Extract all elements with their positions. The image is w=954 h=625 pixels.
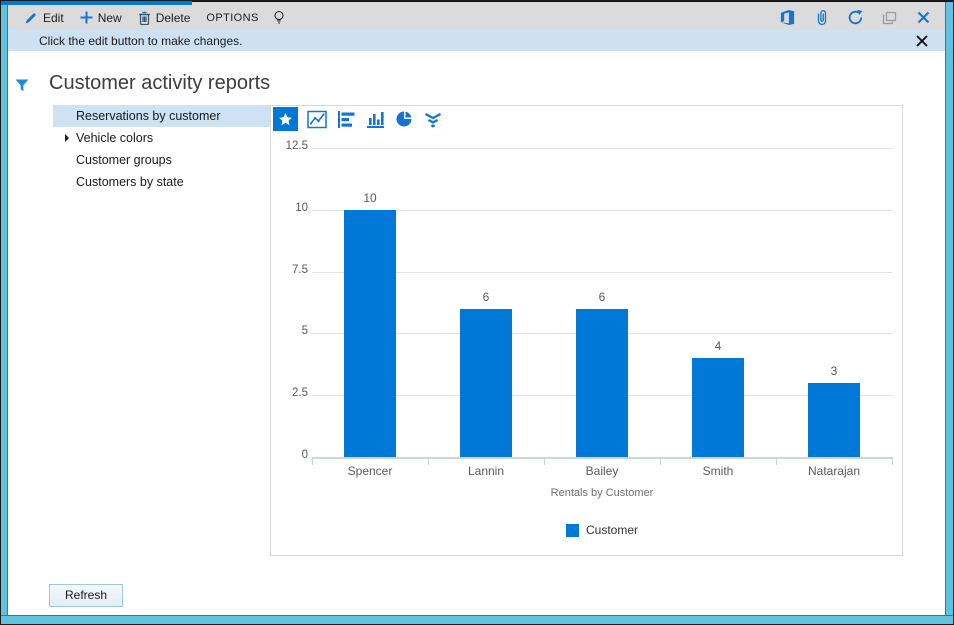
y-axis-tick-label: 12.5 [285,140,308,152]
donut-chart-icon [395,110,413,128]
chart-type-bar-horizontal-button[interactable] [336,107,356,131]
bar [808,382,860,457]
x-axis-title: Rentals by Customer [550,487,654,499]
category-label: Lannin [467,464,505,478]
line-chart-icon [307,110,327,129]
delete-button[interactable]: Delete [130,9,199,27]
report-list-item-label: Customers by state [76,175,184,189]
notification-bar: Click the edit button to make changes. [8,30,945,51]
category-label: Bailey [585,464,619,478]
chart-panel: 0 2.5 5 7.5 10 12.5 10 Spencer 6 Lannin 6 Bailey 4 Sm… [270,105,903,556]
report-list-item[interactable]: Vehicle colors [53,127,270,149]
legend-label: Customer [585,523,638,537]
legend-swatch [565,523,579,537]
plus-icon [80,11,93,24]
report-list-item-label: Reservations by customer [76,109,221,123]
bar-chart-horizontal-icon [337,110,355,129]
x-axis-tick [776,457,777,465]
category-label: Smith [702,464,734,478]
window-frame-bottom [1,615,953,624]
filter-funnel-icon [15,79,29,92]
new-button-label: New [97,10,122,25]
y-axis-tick-label: 2.5 [292,387,308,400]
chart-type-donut-button[interactable] [394,107,414,131]
funnel-chart-icon [424,111,442,128]
bar-value-label: 10 [363,190,377,205]
star-icon [277,111,294,128]
office-logo-icon[interactable] [778,8,797,27]
x-axis-line [312,457,892,459]
refresh-icon[interactable] [846,8,865,27]
x-axis-tick [660,457,661,465]
y-axis-tick-label: 7.5 [292,263,308,276]
x-axis-tick [312,457,313,465]
edit-button-label: Edit [43,10,64,25]
report-list-item-label: Customer groups [76,153,172,167]
paperclip-icon[interactable] [812,8,831,27]
x-axis-tick [544,457,545,465]
chart-type-funnel-button[interactable] [423,107,443,131]
y-axis-tick-label: 5 [301,325,308,338]
window-frame-left [1,1,8,624]
bar [344,209,396,457]
window-frame-right [945,1,953,624]
expand-arrow-icon[interactable] [65,134,69,142]
refresh-button[interactable]: Refresh [49,584,123,607]
lightbulb-button[interactable] [267,8,291,27]
restore-window-icon[interactable] [880,8,899,27]
content-area: Customer activity reports Reservations b… [8,51,945,615]
gridline [312,148,892,149]
bar [692,358,744,457]
bar [576,308,628,457]
category-label: Spencer [347,464,393,478]
chart-plot: 0 2.5 5 7.5 10 12.5 10 Spencer 6 Lannin 6 Bailey 4 Sm… [271,106,902,555]
chart-toolbar [273,107,443,131]
category-label: Natarajan [807,464,861,478]
toolbar-right-icons [778,8,933,27]
chart-legend: Customer [312,523,892,537]
y-axis-tick-label: 10 [295,201,308,214]
edit-button[interactable]: Edit [16,9,72,27]
report-list-item[interactable]: Customer groups [53,149,270,171]
report-list-item-label: Vehicle colors [76,131,154,145]
report-list-item[interactable]: Customers by state [53,171,270,193]
bar-value-label: 3 [830,363,838,378]
gridline [312,209,892,211]
close-window-icon[interactable] [914,8,933,27]
window-top-accent [1,1,192,5]
chart-type-column-button[interactable] [365,107,385,131]
gridline [312,271,892,273]
pencil-icon [24,11,38,25]
chart-type-line-button[interactable] [307,107,327,131]
options-menu[interactable]: OPTIONS [206,11,259,24]
bar-value-label: 6 [598,289,606,304]
toolbar: Edit New Delete OPTIONS [8,2,945,30]
report-list-item[interactable]: Reservations by customer [53,105,270,127]
page-title: Customer activity reports [49,72,271,94]
trash-icon [138,11,151,25]
new-button[interactable]: New [72,9,130,27]
bar [460,308,512,457]
report-list: Reservations by customer Vehicle colors Cu… [53,105,270,193]
x-axis-tick [892,457,893,465]
y-axis-tick-label: 0 [301,449,308,461]
window-top-edge [1,1,953,2]
bar-value-label: 4 [714,339,722,354]
column-chart-icon [366,110,385,129]
delete-button-label: Delete [155,10,191,25]
bar-value-label: 6 [482,289,490,304]
lightbulb-icon [273,10,285,25]
x-axis-tick [428,457,429,465]
notification-close-icon[interactable] [914,33,930,49]
chart-type-star-button[interactable] [273,107,298,131]
notification-message: Click the edit button to make changes. [39,33,243,48]
